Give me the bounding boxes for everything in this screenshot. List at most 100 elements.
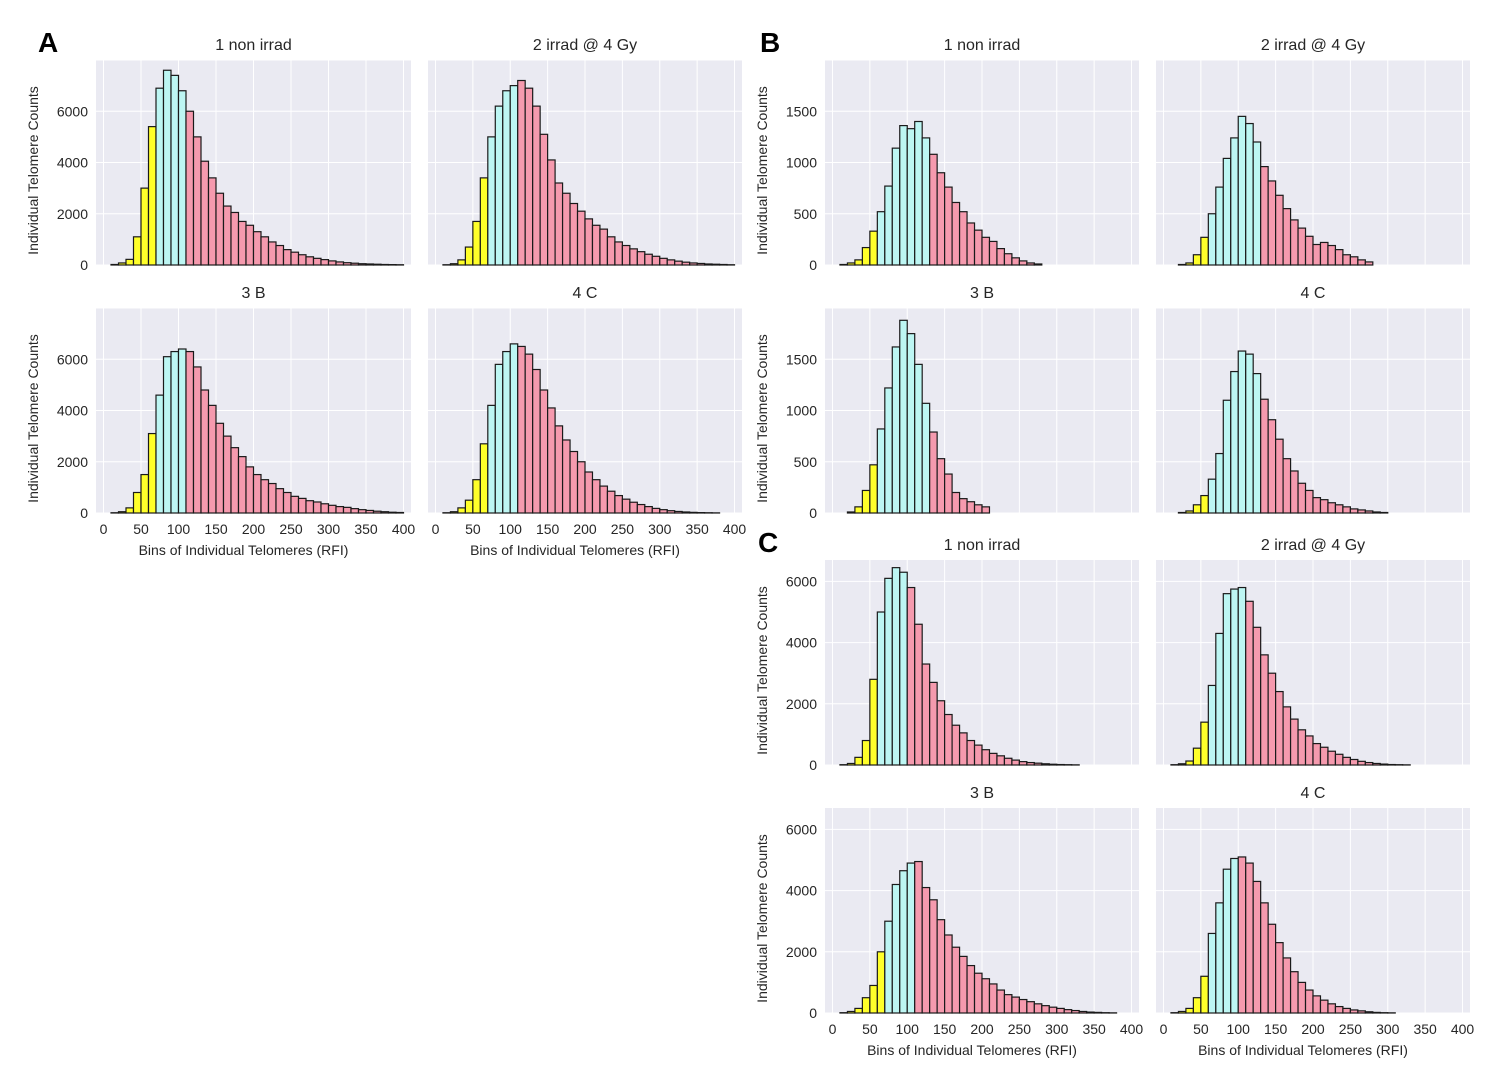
histogram-bar <box>606 490 616 514</box>
histogram-bar <box>230 211 240 266</box>
histogram-bar <box>1357 259 1366 266</box>
histogram-bar <box>1342 1007 1351 1014</box>
histogram-bar <box>170 350 180 514</box>
histogram-bar <box>1342 506 1351 514</box>
histogram-bar <box>1207 213 1217 266</box>
histogram-bar <box>659 257 668 266</box>
histogram-bar <box>479 443 489 514</box>
histogram-bar <box>1282 208 1292 266</box>
histogram-bar <box>884 920 893 1014</box>
x-tick-label: 400 <box>1120 1021 1144 1037</box>
histogram-bar <box>1372 511 1381 514</box>
histogram-bar <box>1086 1011 1095 1014</box>
histogram-bar <box>1018 998 1028 1014</box>
histogram-bar <box>1267 180 1277 266</box>
x-tick-label: 300 <box>1045 1021 1069 1037</box>
histogram-bar <box>1349 758 1359 766</box>
histogram-bar <box>988 752 998 766</box>
chart-title: 1 non irrad <box>944 537 1021 554</box>
histogram-bar <box>1334 249 1344 266</box>
histogram-bar <box>606 236 616 266</box>
histogram-bar <box>1282 957 1292 1014</box>
histogram-bar <box>1033 1003 1043 1014</box>
histogram-bar <box>1177 763 1187 766</box>
histogram-bar <box>1215 186 1224 266</box>
histogram-bar <box>1245 862 1254 1014</box>
histogram-bar <box>312 501 322 514</box>
histogram-bar <box>509 343 519 514</box>
histogram-bar <box>1297 981 1307 1014</box>
histogram-bar <box>1192 747 1202 766</box>
histogram-bar <box>1364 261 1374 266</box>
histogram-bar <box>365 509 375 514</box>
histogram-bar <box>1011 759 1020 766</box>
histogram-bar <box>1003 994 1013 1014</box>
histogram-bar <box>996 989 1006 1014</box>
histogram-bar <box>1200 975 1209 1014</box>
chart-panel-6: 3 B 0 500 1000 1500 Individual Telomere Count… <box>754 285 1139 521</box>
histogram-bar <box>1018 260 1028 266</box>
histogram-bar <box>517 79 526 266</box>
x-axis-label: Bins of Individual Telomeres (RFI) <box>139 542 349 558</box>
histogram-bar <box>1372 1011 1381 1014</box>
histogram-bar <box>884 387 893 514</box>
histogram-bar <box>554 182 564 266</box>
histogram-bar <box>1026 1001 1035 1014</box>
histogram-bar <box>335 505 345 514</box>
histogram-bar <box>282 491 292 514</box>
histogram-bar <box>929 681 938 766</box>
histogram-bar <box>944 473 953 514</box>
histogram-bar <box>891 567 901 766</box>
histogram-bar <box>457 507 466 514</box>
histogram-bar <box>252 231 262 266</box>
histogram-bar <box>981 236 991 266</box>
histogram-bar <box>1312 742 1322 766</box>
histogram-bar <box>185 350 195 514</box>
histogram-bar <box>327 504 337 514</box>
histogram-bar <box>876 611 886 766</box>
histogram-bar <box>981 749 991 766</box>
histogram-bar <box>899 319 908 514</box>
y-tick-label: 6000 <box>786 821 817 837</box>
histogram-bar <box>487 136 496 266</box>
chart-title: 4 C <box>1301 285 1326 302</box>
histogram-bar <box>1289 718 1299 766</box>
chart-title: 3 B <box>970 785 994 802</box>
histogram-bar <box>117 262 127 266</box>
histogram-bar <box>1230 137 1239 266</box>
histogram-bar <box>140 187 150 266</box>
histogram-bar <box>290 251 300 266</box>
histogram-bar <box>988 240 998 266</box>
histogram-bar <box>936 700 946 766</box>
histogram-bar <box>1334 504 1344 514</box>
histogram-bar <box>921 663 931 766</box>
histogram-bar <box>651 507 661 514</box>
x-axis-label: Bins of Individual Telomeres (RFI) <box>867 1042 1077 1058</box>
histogram-bar <box>876 951 886 1014</box>
histogram-bar <box>1222 157 1232 266</box>
histogram-bar <box>312 257 322 266</box>
histogram-bar <box>230 447 240 514</box>
x-tick-label: 250 <box>611 521 635 537</box>
histogram-bar <box>666 259 676 266</box>
histogram-bar <box>539 389 549 514</box>
x-tick-label: 300 <box>317 521 341 537</box>
histogram-bar <box>929 431 938 514</box>
histogram-bar <box>869 678 878 766</box>
histogram-bar <box>509 85 519 266</box>
histogram-bar <box>464 499 474 514</box>
y-tick-label: 500 <box>794 206 818 222</box>
histogram-bar <box>1230 588 1239 766</box>
histogram-bar <box>267 482 277 514</box>
histogram-bar <box>200 389 210 514</box>
chart-title: 1 non irrad <box>944 37 1021 54</box>
histogram-bar <box>636 251 646 266</box>
histogram-bar <box>1041 763 1050 766</box>
histogram-bar <box>973 972 983 1014</box>
histogram-bar <box>1319 746 1329 766</box>
histogram-bar <box>327 260 337 266</box>
chart-title: 3 B <box>970 285 994 302</box>
histogram-bar <box>674 510 683 514</box>
histogram-bar <box>629 501 638 514</box>
histogram-bar <box>1041 1005 1050 1014</box>
